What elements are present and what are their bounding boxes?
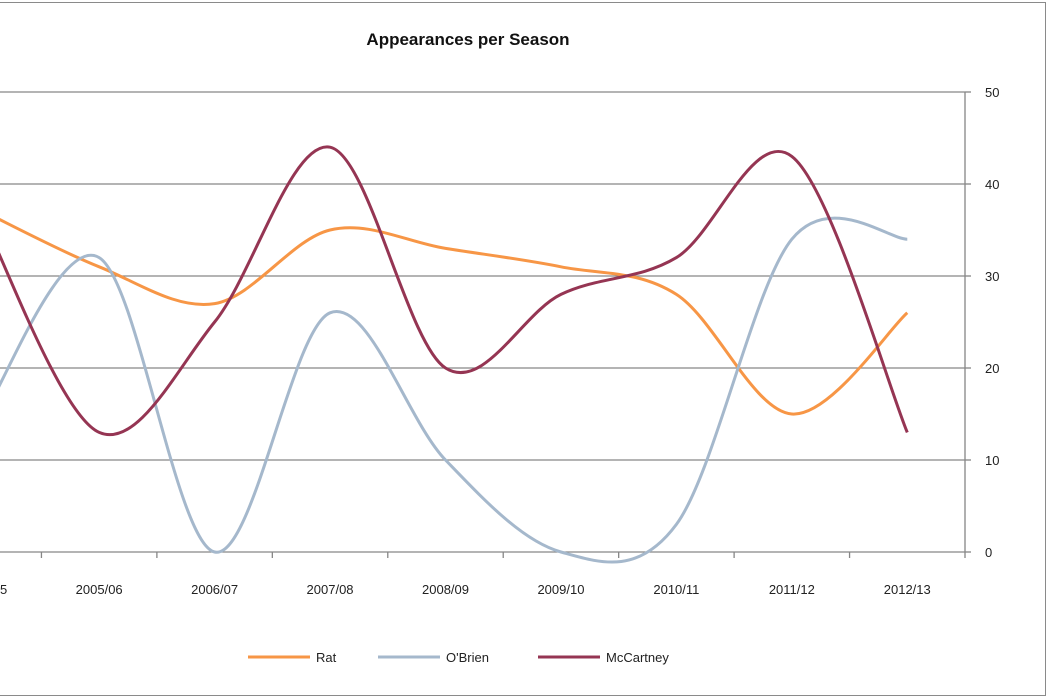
x-tick-label: 2006/07: [191, 582, 238, 597]
series-line-mccartney: [0, 145, 909, 437]
x-tick-label: 2008/09: [422, 582, 469, 597]
legend-label-rat: Rat: [316, 650, 337, 665]
y-tick-label: 50: [985, 85, 999, 100]
y-tick-label: 0: [985, 545, 992, 560]
legend-label-obrien: O'Brien: [446, 650, 489, 665]
y-tick-label: 10: [985, 453, 999, 468]
legend-label-mccartney: McCartney: [606, 650, 669, 665]
y-tick-label: 40: [985, 177, 999, 192]
x-tick-label: 2004/05: [0, 582, 7, 597]
y-tick-label: 20: [985, 361, 999, 376]
x-tick-label: 2010/11: [653, 582, 699, 597]
x-tick-label: 2011/12: [769, 582, 815, 597]
x-tick-label: 2005/06: [76, 582, 123, 597]
series-line-rat: [0, 218, 909, 416]
series-line-obrien: [0, 216, 908, 564]
x-tick-label: 2007/08: [307, 582, 354, 597]
chart-title: Appearances per Season: [366, 30, 570, 49]
y-tick-label: 30: [985, 269, 999, 284]
x-tick-label: 2009/10: [537, 582, 584, 597]
x-tick-label: 2012/13: [884, 582, 931, 597]
